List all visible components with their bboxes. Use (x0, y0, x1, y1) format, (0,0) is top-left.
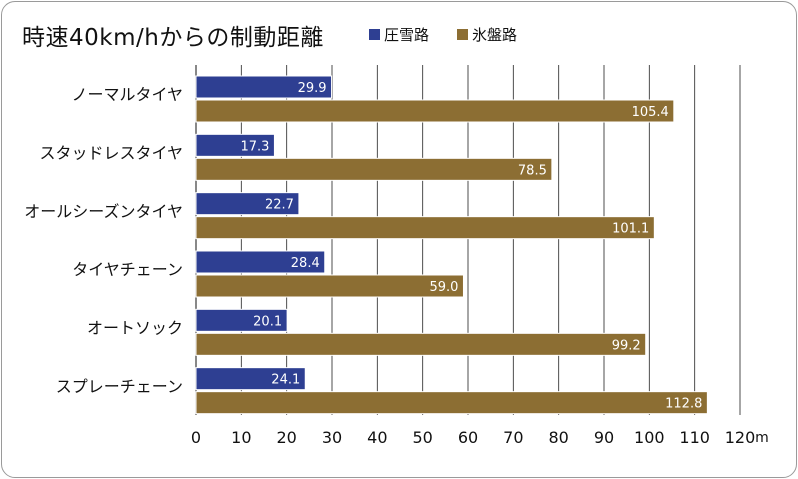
legend-label-ice: 氷盤路 (472, 26, 518, 44)
x-tick-label: 70 (503, 428, 523, 447)
category-label: スプレーチェーン (56, 377, 183, 396)
x-tick-label: 10 (231, 428, 251, 447)
x-tick-label: 50 (412, 428, 432, 447)
bar-packed-snow (195, 250, 326, 274)
bar-packed-snow (195, 133, 275, 157)
data-label-packed-snow: 20.1 (253, 314, 282, 329)
data-label-packed-snow: 29.9 (298, 81, 327, 96)
legend-item-packed-snow: 圧雪路 (369, 24, 429, 45)
bar-ice (195, 216, 655, 240)
x-tick-label: 110 (679, 428, 710, 447)
bar-ice (195, 99, 675, 123)
category-label: ノーマルタイヤ (71, 85, 183, 104)
x-unit-label: m (755, 430, 769, 446)
x-tick-label: 20 (276, 428, 296, 447)
category-label: スタッドレスタイヤ (39, 144, 183, 163)
legend-label-packed-snow: 圧雪路 (384, 26, 430, 44)
chart-title: 時速40km/hからの制動距離 (22, 25, 324, 51)
bar-ice (195, 274, 464, 298)
data-label-packed-snow: 22.7 (265, 198, 294, 213)
x-tick-label: 90 (594, 428, 614, 447)
x-tick-label: 120 (725, 428, 756, 447)
x-tick-label: 60 (458, 428, 478, 447)
legend-swatch-packed-snow (369, 29, 380, 40)
x-tick-label: 40 (367, 428, 387, 447)
data-label-ice: 112.8 (665, 397, 702, 412)
data-label-ice: 105.4 (632, 105, 669, 120)
data-label-ice: 99.2 (612, 338, 641, 353)
bar-packed-snow (195, 308, 288, 332)
data-label-ice: 59.0 (430, 280, 459, 295)
category-label: タイヤチェーン (72, 260, 183, 279)
bar-ice (195, 391, 708, 415)
bar-packed-snow (195, 192, 300, 216)
data-label-packed-snow: 24.1 (271, 373, 300, 388)
x-tick-label: 30 (322, 428, 342, 447)
bar-ice (195, 332, 647, 356)
data-label-ice: 101.1 (612, 222, 649, 237)
x-tick-label: 0 (191, 428, 201, 447)
data-label-packed-snow: 28.4 (291, 256, 320, 271)
bar-ice (195, 157, 553, 181)
legend-swatch-ice (457, 29, 468, 40)
bar-packed-snow (195, 75, 333, 99)
category-label: オートソック (87, 319, 183, 338)
bar-packed-snow (195, 367, 306, 391)
data-label-packed-snow: 17.3 (240, 139, 269, 154)
x-tick-label: 80 (548, 428, 568, 447)
x-tick-label: 100 (634, 428, 665, 447)
legend-item-ice: 氷盤路 (457, 24, 517, 45)
data-label-ice: 78.5 (518, 163, 547, 178)
category-label: オールシーズンタイヤ (24, 202, 183, 221)
